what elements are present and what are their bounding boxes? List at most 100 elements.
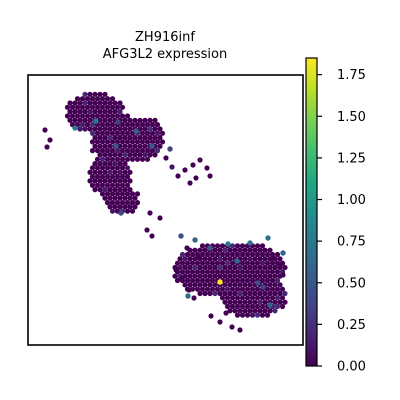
spot: [204, 286, 211, 292]
spot: [227, 299, 233, 305]
spot: [119, 174, 126, 180]
spot: [117, 178, 123, 184]
spot: [84, 113, 91, 119]
spot: [72, 109, 78, 115]
spot: [247, 264, 253, 271]
spot: [237, 299, 243, 305]
spot: [264, 286, 271, 292]
spot: [124, 165, 131, 171]
spot: [127, 135, 133, 141]
spot: [279, 286, 286, 292]
spot: [97, 187, 103, 193]
spot: [112, 195, 118, 201]
spot: [137, 126, 143, 132]
spot: [199, 269, 206, 275]
spot: [117, 195, 123, 201]
spot: [97, 161, 103, 167]
spot: [272, 264, 278, 271]
spot: [207, 290, 213, 297]
spot: [137, 117, 143, 123]
spot: [109, 165, 116, 171]
colorbar-tick-label: 0.75: [337, 235, 366, 250]
spot: [117, 143, 123, 149]
spot: [259, 243, 266, 249]
spot: [223, 310, 229, 316]
spot: [179, 260, 186, 266]
spot: [282, 290, 288, 297]
spot: [137, 152, 143, 158]
spot: [194, 286, 201, 292]
spot: [124, 208, 131, 214]
spot: [189, 260, 196, 266]
spot: [179, 269, 186, 275]
spot: [195, 254, 201, 260]
spot: [107, 204, 113, 210]
spot: [94, 96, 101, 102]
spot: [94, 130, 101, 136]
spot: [264, 295, 271, 301]
spot: [104, 182, 111, 188]
plot-frame: [27, 74, 304, 346]
spot: [202, 282, 208, 288]
spot: [122, 169, 128, 175]
spot: [44, 144, 50, 150]
spot: [137, 143, 143, 149]
spot: [94, 156, 101, 162]
colorbar-tick-label: 1.00: [337, 193, 366, 208]
spot: [119, 104, 126, 110]
spot: [229, 286, 236, 292]
spot: [242, 290, 248, 297]
spot: [217, 273, 223, 279]
spot: [222, 299, 228, 305]
spot: [259, 260, 266, 266]
spot: [224, 303, 231, 310]
spot: [232, 308, 238, 314]
spot: [182, 282, 188, 288]
spot: [119, 156, 126, 162]
expressed-spot: [192, 237, 198, 243]
spot: [262, 273, 268, 279]
spot: [217, 290, 223, 297]
spot: [94, 182, 101, 188]
spot: [252, 264, 258, 271]
expressed-spot: [247, 240, 253, 246]
spot: [79, 96, 86, 102]
spot: [187, 273, 193, 279]
spot: [224, 277, 231, 284]
spot: [222, 290, 228, 297]
expressed-spot: [280, 250, 286, 256]
spot: [154, 122, 161, 128]
spot: [282, 299, 288, 305]
spot: [209, 277, 216, 284]
spot: [244, 260, 251, 266]
spot: [107, 195, 113, 201]
spot: [222, 256, 228, 262]
spot: [84, 122, 91, 128]
spot: [107, 135, 113, 141]
spot: [94, 174, 101, 180]
spot: [67, 109, 73, 115]
spot: [257, 273, 263, 279]
spot: [232, 264, 238, 271]
spot: [197, 157, 203, 163]
spot: [274, 295, 281, 301]
spot: [109, 208, 116, 214]
spot: [102, 143, 108, 149]
spot: [129, 208, 136, 214]
spot: [99, 130, 106, 136]
spot: [129, 156, 136, 162]
spot: [197, 290, 203, 297]
spot: [119, 182, 126, 188]
colorbar-tick-label: 0.25: [337, 318, 366, 333]
spot: [134, 156, 141, 162]
spot: [149, 122, 156, 128]
spot: [234, 251, 241, 258]
spot: [207, 264, 213, 271]
spot: [232, 299, 238, 305]
spot: [122, 178, 128, 184]
spot: [199, 277, 206, 284]
spot: [102, 117, 108, 123]
spot: [189, 251, 196, 258]
spot: [104, 174, 111, 180]
spot: [269, 286, 276, 292]
